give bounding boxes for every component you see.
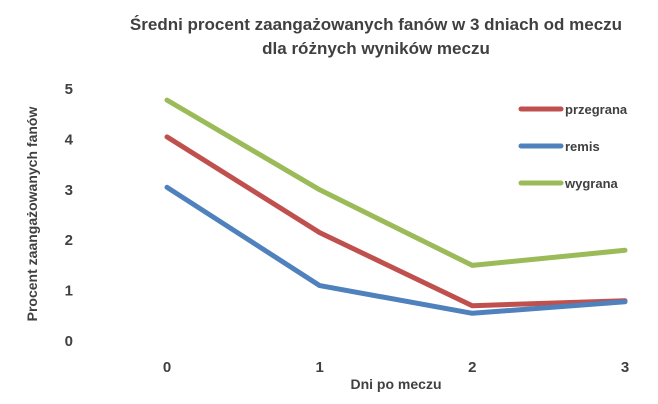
chart-title-line-1: Średni procent zaangażowanych fanów w 3 …: [130, 15, 622, 34]
x-tick-label-0: 0: [163, 359, 171, 376]
y-tick-label-3: 3: [65, 182, 73, 199]
y-axis-ticks: 0 1 2 3 4 5: [65, 81, 74, 350]
x-tick-label-2: 2: [468, 359, 476, 376]
series-lines: [164, 97, 628, 316]
y-axis-title: Procent zaangażowanych fanów: [24, 107, 40, 322]
legend-label-przegrana: przegrana: [565, 102, 628, 117]
legend: przegrana remis wygrana: [518, 102, 628, 191]
x-axis-ticks: 0 1 2 3: [163, 359, 629, 376]
series-line-wygrana: [164, 97, 628, 268]
y-tick-label-4: 4: [65, 131, 74, 148]
y-tick-label-0: 0: [65, 333, 73, 350]
legend-label-wygrana: wygrana: [564, 176, 619, 191]
y-tick-label-2: 2: [65, 232, 73, 249]
legend-label-remis: remis: [565, 139, 600, 154]
series-line-remis: [164, 184, 628, 316]
y-tick-label-1: 1: [65, 283, 73, 300]
x-axis-title: Dni po meczu: [350, 376, 441, 392]
x-tick-label-1: 1: [315, 359, 323, 376]
chart-title-line-2: dla różnych wyników meczu: [262, 39, 490, 58]
series-line-przegrana: [164, 134, 628, 309]
x-tick-label-3: 3: [621, 359, 629, 376]
y-tick-label-5: 5: [65, 81, 73, 98]
